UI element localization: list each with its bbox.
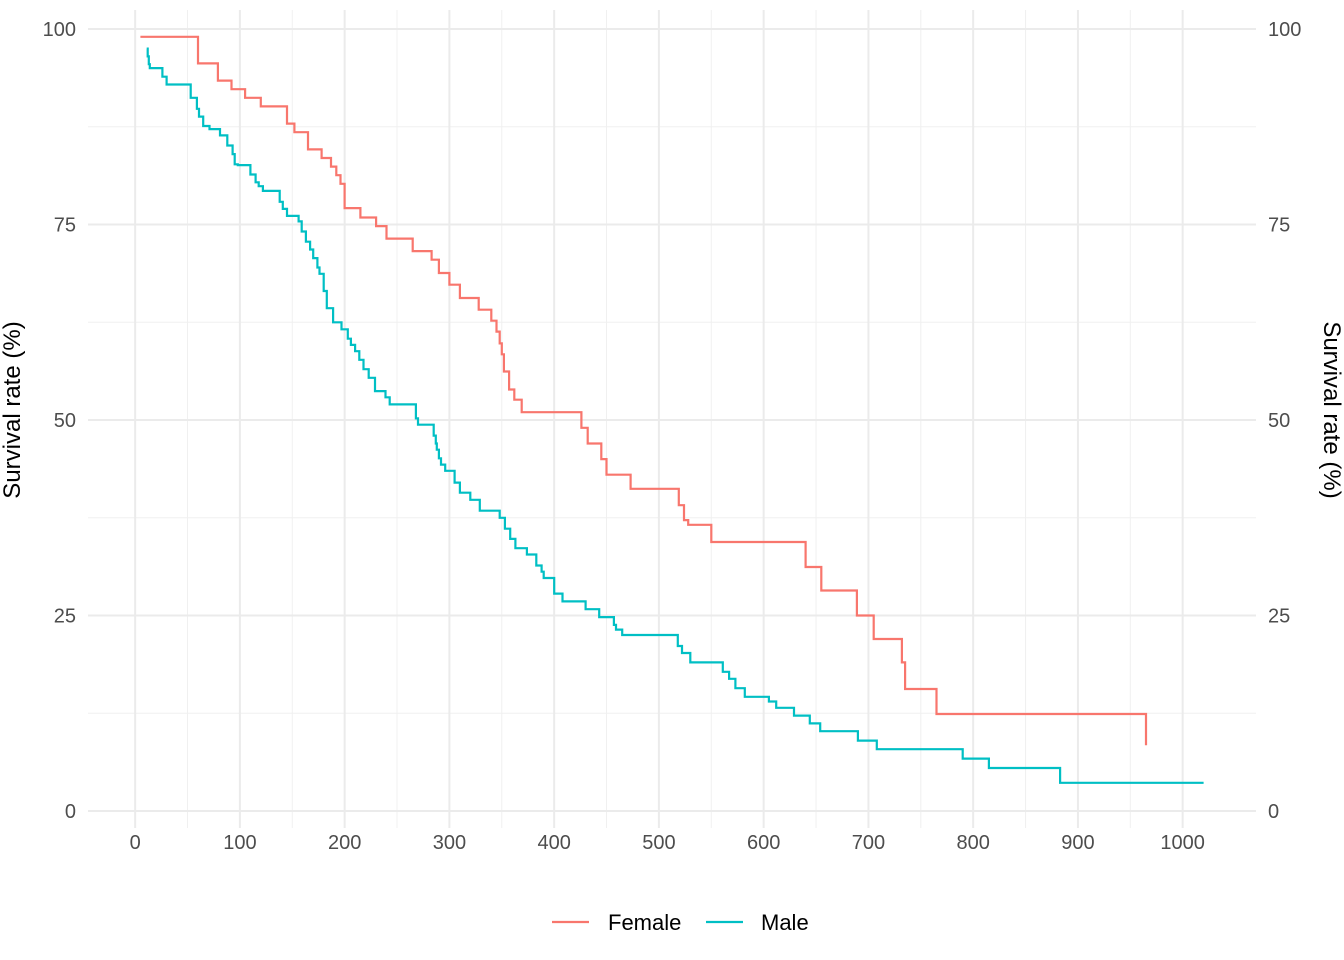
x-tick-label: 400 bbox=[537, 832, 570, 854]
x-axis-ticks: 0 100 200 300 400 500 600 700 800 900 1000 bbox=[130, 832, 1205, 854]
y-tick-label-right: 100 bbox=[1268, 19, 1301, 41]
series-line-male bbox=[146, 47, 1204, 784]
y-tick-label-right: 25 bbox=[1268, 606, 1290, 628]
x-tick-label: 1000 bbox=[1160, 832, 1205, 854]
x-tick-label: 100 bbox=[223, 832, 256, 854]
legend-label-male: Male bbox=[761, 910, 809, 935]
series-line-female bbox=[140, 35, 1148, 746]
x-tick-label: 600 bbox=[747, 832, 780, 854]
y-tick-label-left: 75 bbox=[54, 215, 76, 237]
series-lines bbox=[140, 35, 1204, 784]
legend: Female Male bbox=[552, 910, 809, 935]
y-tick-label-left: 0 bbox=[65, 801, 76, 823]
y-tick-label-right: 75 bbox=[1268, 215, 1290, 237]
x-tick-label: 700 bbox=[852, 832, 885, 854]
x-tick-label: 0 bbox=[130, 832, 141, 854]
y-axis-right-ticks: 0 25 50 75 100 bbox=[1268, 19, 1301, 823]
x-tick-label: 800 bbox=[956, 832, 989, 854]
x-tick-label: 200 bbox=[328, 832, 361, 854]
x-tick-label: 900 bbox=[1061, 832, 1094, 854]
y-tick-label-right: 0 bbox=[1268, 801, 1279, 823]
x-tick-label: 300 bbox=[433, 832, 466, 854]
y-tick-label-left: 50 bbox=[54, 410, 76, 432]
y-tick-label-left: 100 bbox=[43, 19, 76, 41]
legend-label-female: Female bbox=[608, 910, 681, 935]
y-axis-left-ticks: 0 25 50 75 100 bbox=[43, 19, 76, 823]
y-tick-label-left: 25 bbox=[54, 606, 76, 628]
y-axis-title-right: Survival rate (%) bbox=[1318, 321, 1344, 498]
grid-major bbox=[88, 10, 1256, 828]
y-tick-label-right: 50 bbox=[1268, 410, 1290, 432]
x-tick-label: 500 bbox=[642, 832, 675, 854]
y-axis-title-left: Survival rate (%) bbox=[0, 321, 26, 498]
